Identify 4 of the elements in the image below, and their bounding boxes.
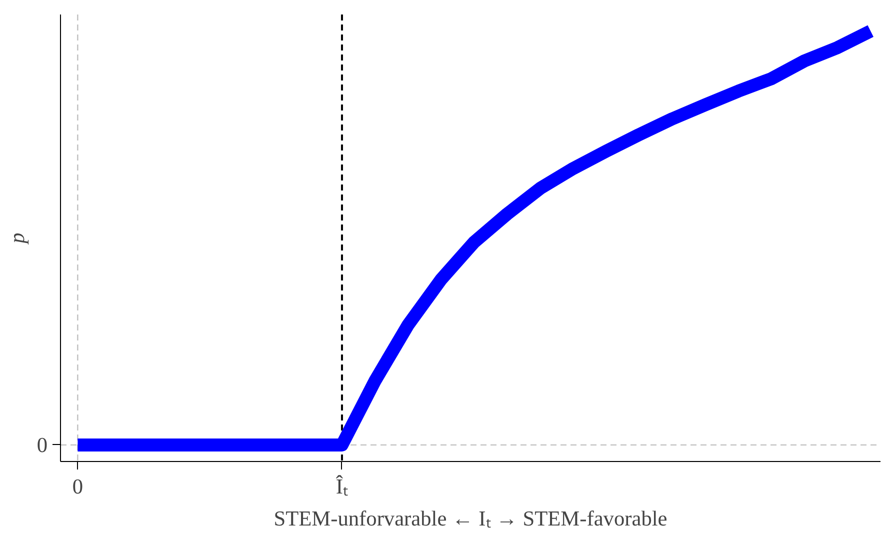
- x-tick-label: Îₜ: [336, 474, 348, 498]
- x-axis-title: STEM-unforvarable ← Iₜ → STEM-favorable: [274, 506, 668, 530]
- y-axis-title: p: [4, 232, 29, 246]
- ref-line-label: 0: [36, 432, 48, 457]
